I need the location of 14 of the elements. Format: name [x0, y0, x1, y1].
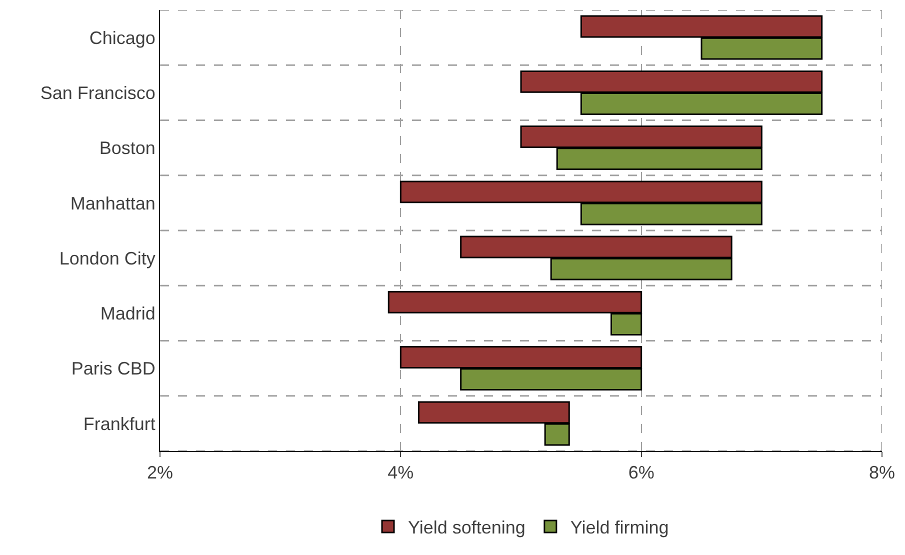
y-tick-label: Madrid — [100, 303, 156, 324]
y-tick-label: Chicago — [89, 28, 156, 48]
y-tick-label: Boston — [99, 138, 156, 158]
y-tick-label: San Francisco — [40, 82, 156, 103]
y-tick-label: Paris CBD — [71, 358, 156, 379]
legend-label: Yield softening — [408, 518, 526, 538]
x-tick-label: 8% — [868, 462, 896, 483]
y-tick-label: Manhattan — [70, 193, 156, 214]
y-tick-label: Frankfurt — [83, 414, 156, 434]
x-tick-label: 2% — [146, 462, 174, 483]
x-tick-label: 6% — [628, 462, 654, 483]
legend-label: Yield firming — [570, 518, 669, 538]
x-tick-label: 4% — [388, 462, 414, 483]
y-tick-label: London City — [59, 248, 156, 268]
